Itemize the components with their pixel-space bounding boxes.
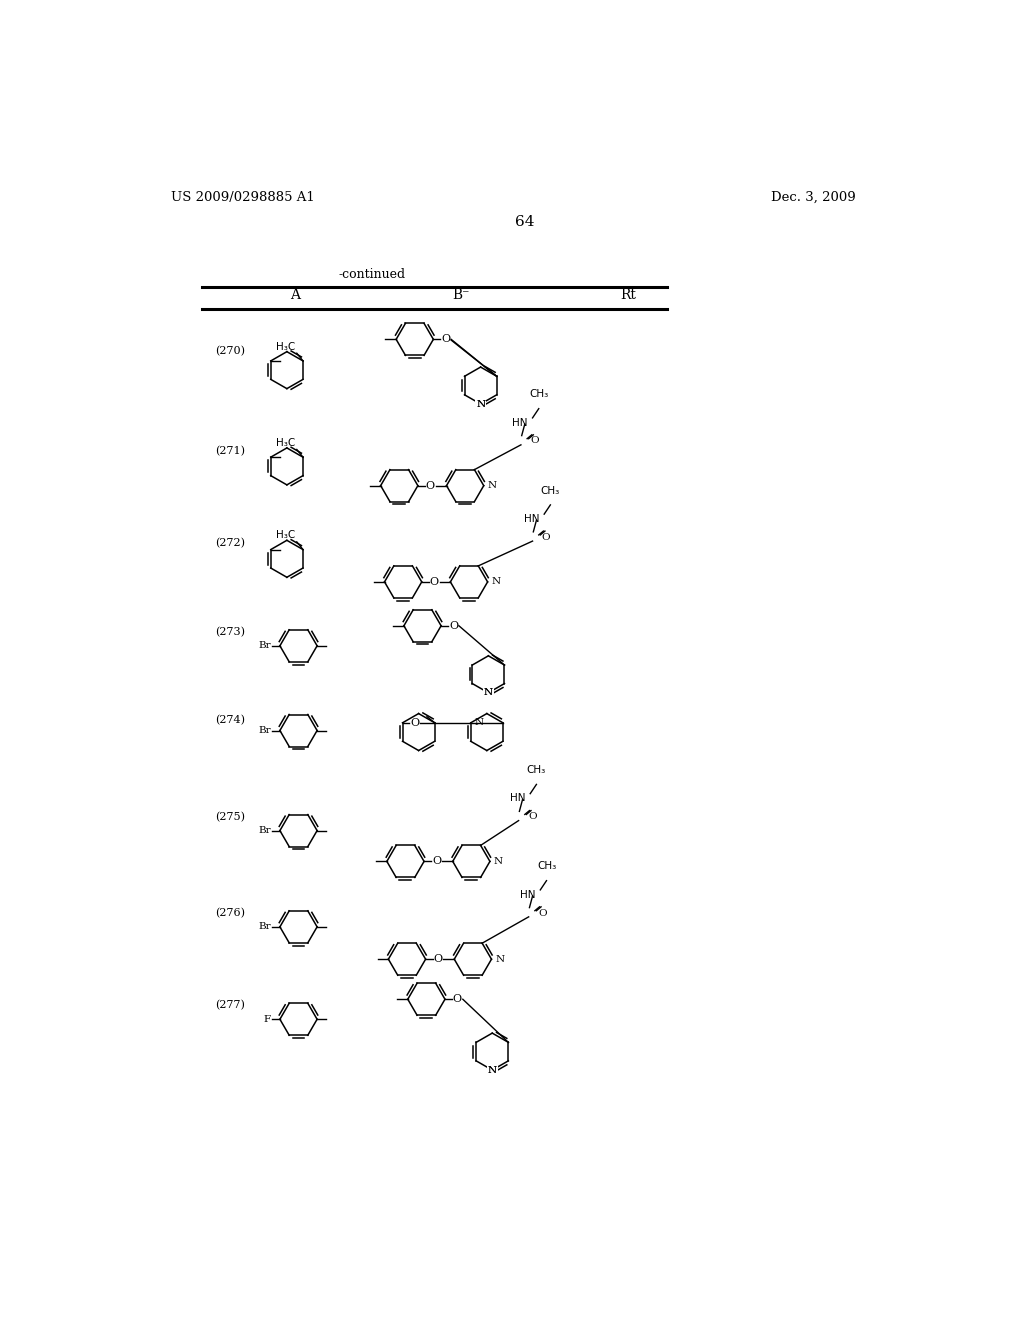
Text: N: N [483, 688, 493, 697]
Text: B⁻: B⁻ [453, 288, 470, 302]
Text: N: N [483, 688, 493, 697]
Text: HN: HN [524, 513, 540, 524]
Text: O: O [449, 620, 458, 631]
Text: N: N [487, 1065, 497, 1074]
Text: Dec. 3, 2009: Dec. 3, 2009 [771, 191, 856, 203]
Text: N: N [487, 1065, 497, 1074]
Text: N: N [483, 688, 493, 697]
Text: HN: HN [520, 890, 536, 899]
Text: O: O [538, 908, 547, 917]
Text: O: O [429, 577, 438, 587]
Text: O: O [542, 533, 551, 541]
Text: Br: Br [258, 642, 270, 651]
Text: -continued: -continued [339, 268, 406, 281]
Text: Br: Br [258, 923, 270, 932]
Text: O: O [528, 812, 537, 821]
Text: N: N [487, 1065, 497, 1074]
Text: CH₃: CH₃ [541, 486, 560, 496]
Text: (272): (272) [216, 539, 246, 549]
Text: N: N [474, 718, 483, 727]
Text: N: N [496, 954, 505, 964]
Text: Br: Br [258, 726, 270, 735]
Text: O: O [453, 994, 462, 1005]
Text: H₃C: H₃C [276, 531, 295, 540]
Text: O: O [426, 480, 435, 491]
Text: (276): (276) [216, 908, 246, 919]
Text: HN: HN [510, 793, 525, 804]
Text: F: F [263, 1015, 270, 1024]
Text: N: N [487, 482, 497, 490]
Text: HN: HN [512, 417, 528, 428]
Text: (271): (271) [216, 446, 246, 457]
Text: N: N [476, 400, 485, 408]
Text: N: N [494, 857, 503, 866]
Text: (275): (275) [216, 812, 246, 822]
Text: N: N [476, 400, 485, 408]
Text: 64: 64 [515, 215, 535, 230]
Text: N: N [492, 577, 501, 586]
Text: (277): (277) [216, 1001, 246, 1011]
Text: A: A [290, 288, 300, 302]
Text: O: O [441, 334, 451, 345]
Text: N: N [476, 400, 485, 408]
Text: H₃C: H₃C [276, 438, 295, 447]
Text: CH₃: CH₃ [537, 862, 556, 871]
Text: H₃C: H₃C [276, 342, 295, 351]
Text: CH₃: CH₃ [526, 766, 546, 775]
Text: Br: Br [258, 826, 270, 836]
Text: O: O [432, 857, 441, 866]
Text: (274): (274) [216, 715, 246, 726]
Text: O: O [411, 718, 420, 727]
Text: (273): (273) [216, 627, 246, 638]
Text: (270): (270) [216, 346, 246, 356]
Text: Rt: Rt [620, 288, 636, 302]
Text: CH₃: CH₃ [529, 389, 549, 400]
Text: O: O [530, 437, 539, 445]
Text: O: O [433, 954, 442, 964]
Text: US 2009/0298885 A1: US 2009/0298885 A1 [171, 191, 314, 203]
